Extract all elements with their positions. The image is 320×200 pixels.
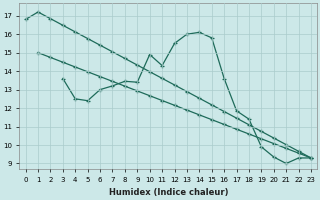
X-axis label: Humidex (Indice chaleur): Humidex (Indice chaleur) [108,188,228,197]
